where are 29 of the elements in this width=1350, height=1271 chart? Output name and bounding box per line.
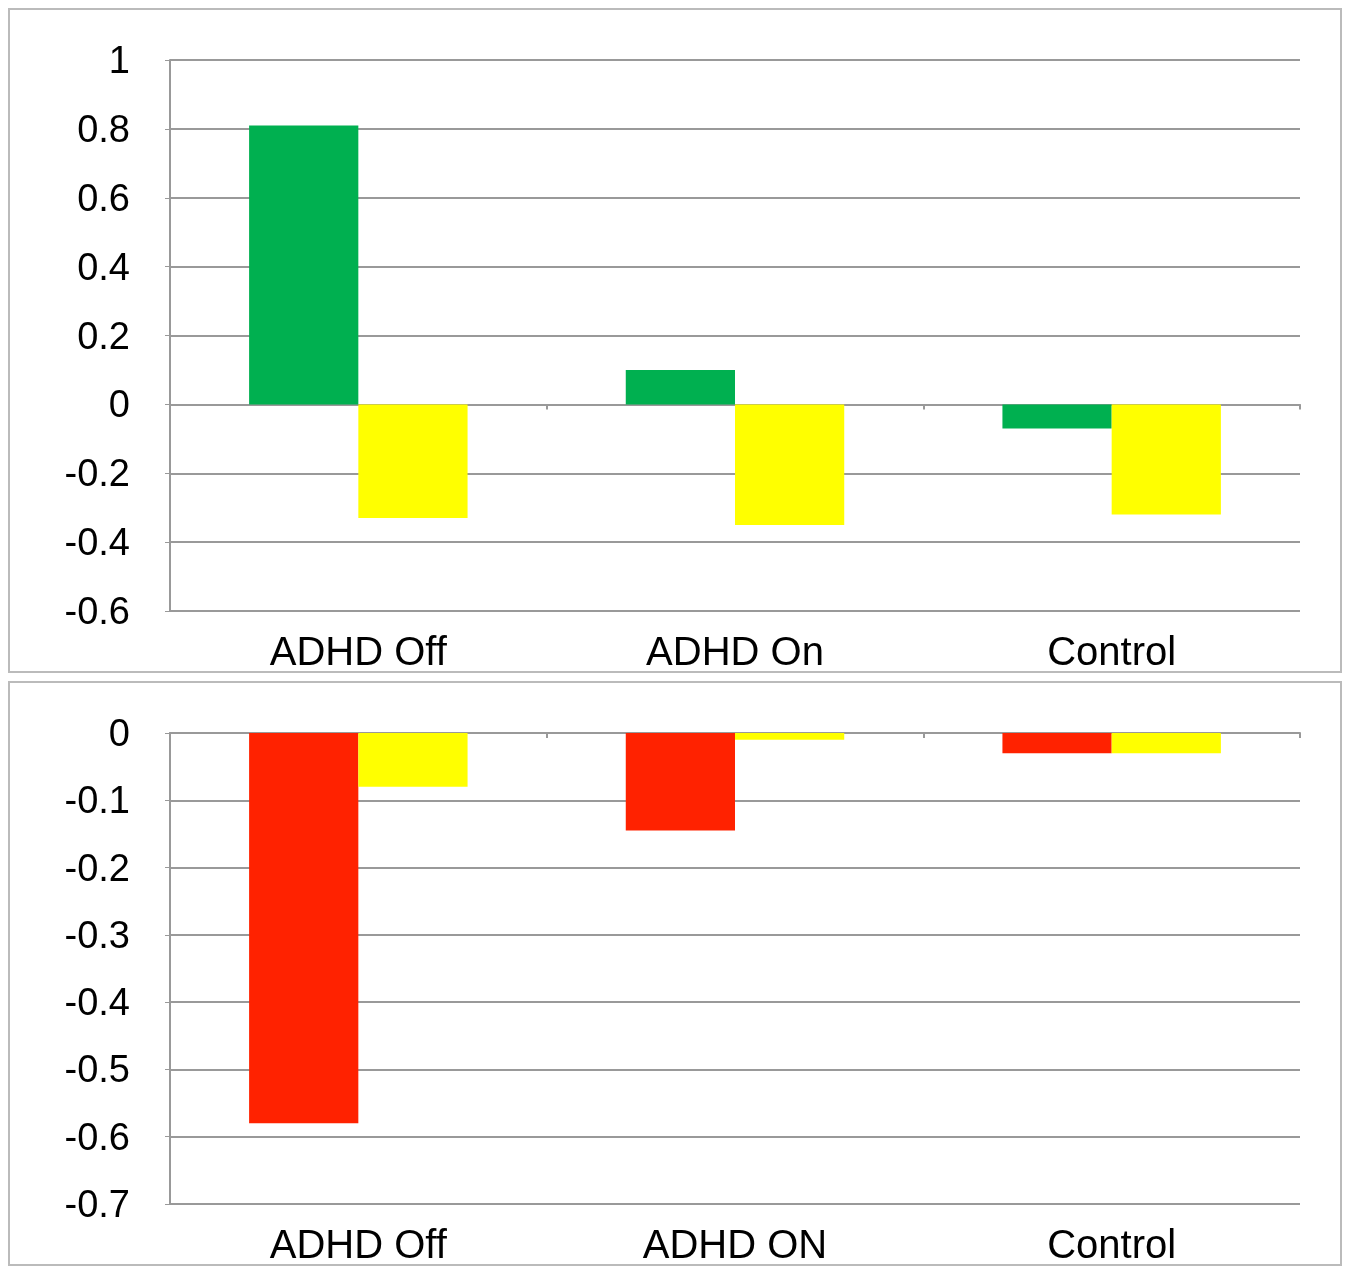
y-tick-label: -0.5 bbox=[64, 1048, 130, 1091]
y-tick-label: -0.6 bbox=[64, 1115, 130, 1158]
bar bbox=[625, 369, 735, 405]
y-tick-label: -0.6 bbox=[64, 590, 130, 632]
x-tick-label: ADHD Off bbox=[269, 629, 448, 673]
x-tick-label: ADHD ON bbox=[642, 1222, 828, 1266]
y-tick-label: -0.2 bbox=[64, 452, 130, 495]
y-tick-label: -0.7 bbox=[64, 1183, 130, 1225]
y-tick-label: 0.4 bbox=[77, 245, 130, 288]
bar bbox=[249, 125, 359, 405]
y-tick-label: -0.1 bbox=[64, 779, 130, 822]
y-tick-label: 0.8 bbox=[77, 107, 130, 150]
bar bbox=[735, 404, 845, 525]
x-tick-label: ADHD On bbox=[646, 629, 824, 673]
y-tick-label: 1 bbox=[108, 39, 130, 81]
y-tick-label: -0.2 bbox=[64, 846, 130, 889]
bar bbox=[358, 404, 468, 519]
x-tick-label: Control bbox=[1047, 629, 1177, 673]
y-tick-label: -0.3 bbox=[64, 913, 130, 956]
x-tick-label: Control bbox=[1047, 1222, 1177, 1266]
x-tick-label: ADHD Off bbox=[269, 1222, 448, 1266]
y-tick-label: 0.6 bbox=[77, 176, 130, 219]
y-tick-label: -0.4 bbox=[64, 521, 130, 564]
y-tick-label: 0 bbox=[108, 383, 130, 426]
y-tick-label: -0.4 bbox=[64, 981, 130, 1024]
y-tick-label: 0 bbox=[108, 712, 130, 754]
bar bbox=[1111, 404, 1221, 515]
bar bbox=[1002, 404, 1112, 429]
y-tick-label: 0.2 bbox=[77, 314, 130, 357]
